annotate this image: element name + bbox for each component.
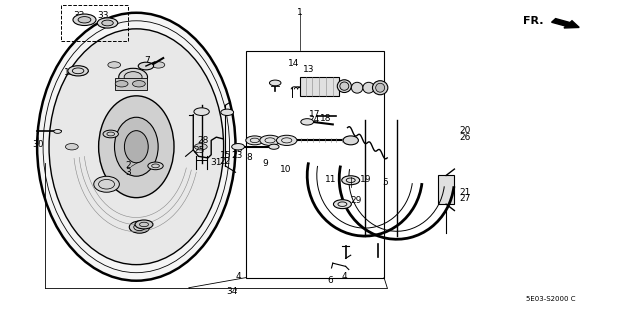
FancyArrow shape [552, 19, 579, 28]
Ellipse shape [340, 82, 349, 90]
Circle shape [78, 17, 91, 23]
Circle shape [301, 119, 314, 125]
Circle shape [97, 18, 118, 28]
Ellipse shape [49, 29, 223, 265]
Text: 25: 25 [193, 146, 205, 155]
Text: 2: 2 [125, 161, 131, 170]
Ellipse shape [372, 81, 388, 95]
Text: 19: 19 [360, 175, 371, 184]
Text: 32: 32 [74, 11, 85, 20]
Text: 6: 6 [328, 276, 333, 285]
Ellipse shape [351, 82, 363, 93]
Text: 22: 22 [220, 157, 231, 166]
Text: 15: 15 [220, 151, 231, 160]
Circle shape [148, 162, 163, 170]
Text: 10: 10 [280, 165, 292, 174]
Circle shape [269, 80, 281, 86]
Bar [300, 77, 339, 96]
Ellipse shape [363, 82, 374, 93]
Circle shape [276, 135, 297, 145]
Ellipse shape [93, 176, 119, 192]
Text: 14: 14 [288, 59, 300, 68]
Text: 4: 4 [342, 272, 347, 281]
Circle shape [102, 20, 113, 26]
Text: 24: 24 [308, 115, 320, 124]
Circle shape [73, 14, 96, 26]
Text: 18: 18 [320, 115, 332, 123]
Ellipse shape [337, 80, 351, 93]
Ellipse shape [115, 117, 158, 176]
Text: 28: 28 [197, 137, 209, 145]
Text: 12: 12 [64, 68, 76, 77]
Text: 27: 27 [460, 194, 471, 203]
Text: 30: 30 [32, 140, 44, 149]
Circle shape [342, 176, 360, 185]
Circle shape [195, 144, 207, 150]
Circle shape [135, 220, 153, 229]
Text: 5: 5 [382, 178, 388, 187]
Text: 17: 17 [308, 110, 320, 119]
Text: 16: 16 [232, 145, 243, 154]
Circle shape [269, 144, 279, 149]
Circle shape [108, 62, 121, 68]
Ellipse shape [129, 221, 150, 233]
Bar [246, 51, 384, 278]
Text: 23: 23 [232, 151, 243, 160]
Circle shape [152, 62, 164, 68]
Bar [438, 175, 454, 204]
Text: 34: 34 [227, 287, 238, 296]
Bar [61, 5, 128, 41]
Text: 33: 33 [97, 11, 109, 20]
Circle shape [115, 81, 128, 87]
Ellipse shape [119, 68, 148, 86]
Text: 20: 20 [460, 126, 471, 135]
Circle shape [68, 66, 88, 76]
Ellipse shape [343, 136, 358, 145]
Text: 31: 31 [210, 158, 221, 167]
Text: 11: 11 [325, 175, 337, 184]
Ellipse shape [376, 83, 385, 92]
Text: 13: 13 [303, 65, 315, 74]
Circle shape [260, 135, 280, 145]
Circle shape [221, 109, 234, 115]
Text: 3: 3 [125, 168, 131, 177]
Circle shape [232, 144, 244, 150]
Circle shape [333, 200, 351, 209]
Circle shape [138, 62, 154, 70]
Ellipse shape [99, 96, 174, 198]
Text: 1: 1 [297, 8, 302, 17]
Circle shape [246, 136, 264, 145]
Circle shape [103, 130, 118, 138]
Circle shape [54, 130, 61, 133]
Text: FR.: FR. [524, 16, 544, 26]
Text: 21: 21 [460, 188, 471, 197]
Circle shape [194, 108, 209, 115]
Ellipse shape [37, 13, 236, 281]
Text: 4: 4 [236, 272, 241, 281]
Text: 29: 29 [351, 197, 362, 205]
Bar [115, 78, 147, 90]
Text: 5E03-S2000 C: 5E03-S2000 C [525, 296, 575, 302]
Text: 26: 26 [460, 133, 471, 142]
Ellipse shape [124, 131, 148, 163]
Circle shape [65, 144, 78, 150]
Circle shape [132, 81, 145, 87]
Ellipse shape [124, 72, 142, 83]
Text: 7: 7 [144, 56, 150, 65]
Text: 9: 9 [262, 159, 268, 168]
Text: 8: 8 [246, 153, 252, 162]
